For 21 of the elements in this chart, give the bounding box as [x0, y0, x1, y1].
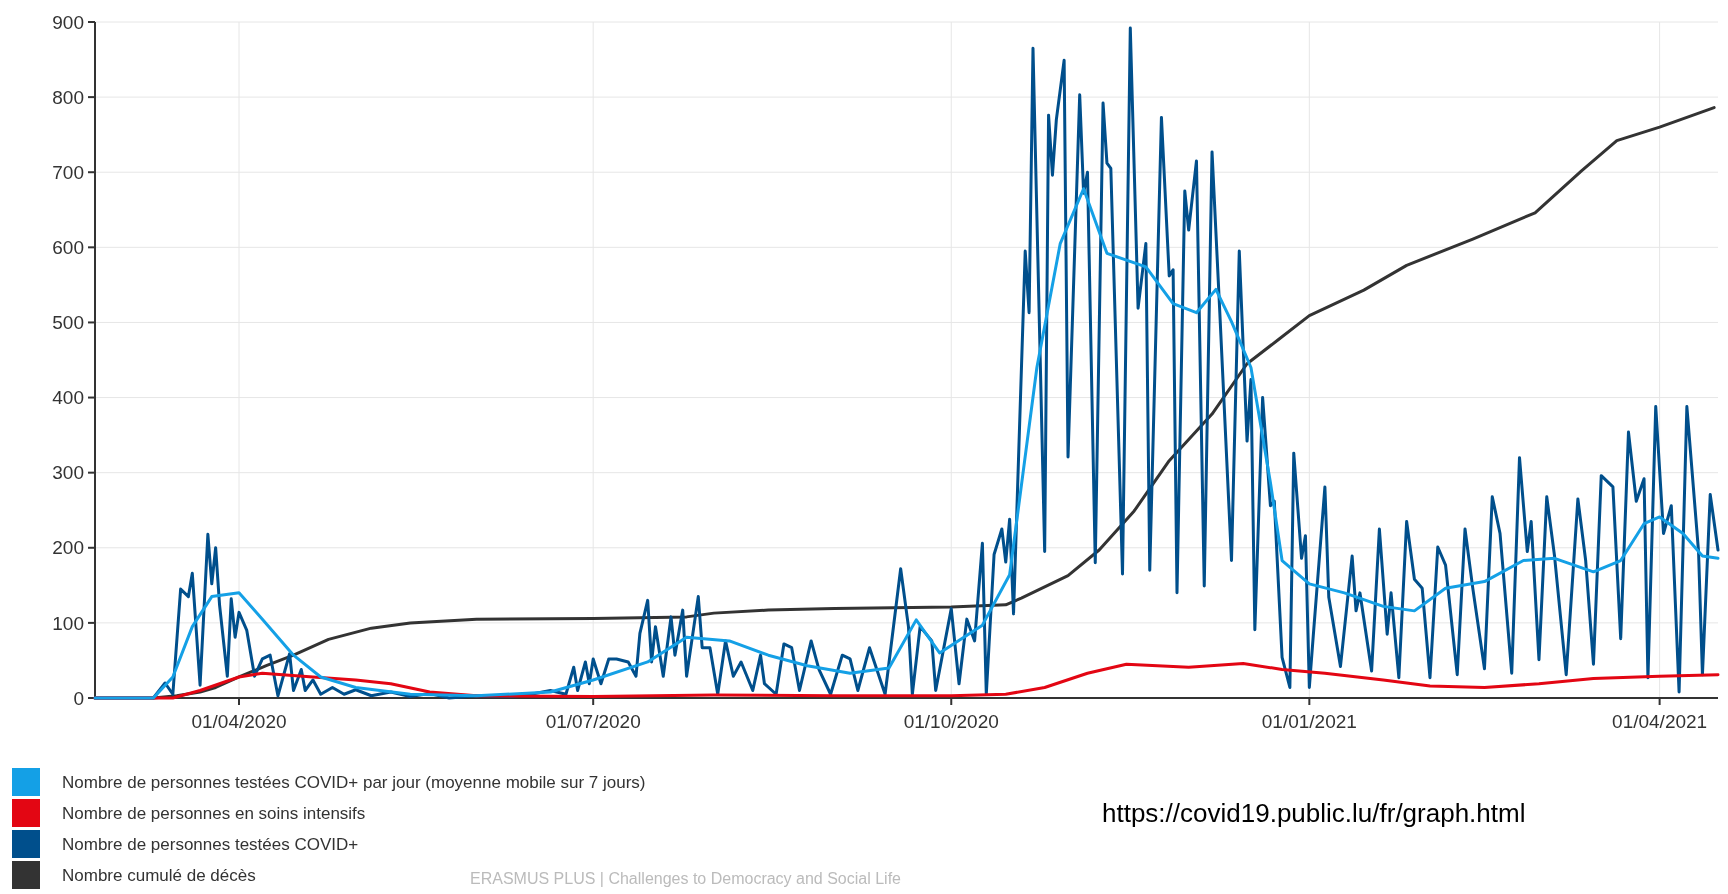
y-tick-label: 500 [52, 312, 84, 334]
y-tick-label: 200 [52, 537, 84, 559]
legend-label: Nombre cumulé de décès [62, 865, 256, 885]
y-tick-label: 400 [52, 387, 84, 409]
x-tick-label: 01/04/2020 [191, 711, 287, 732]
y-tick-label: 600 [52, 236, 84, 258]
x-tick-label: 01/07/2020 [545, 711, 641, 732]
y-tick-label: 800 [52, 86, 84, 108]
legend-label: Nombre de personnes testées COVID+ [62, 834, 359, 854]
x-tick-label: 01/04/2021 [1612, 711, 1708, 732]
legend-label: Nombre de personnes en soins intensifs [62, 803, 366, 823]
y-tick-label: 700 [52, 161, 84, 183]
text: ERASMUS PLUS | Challenges to Democracy and Social Life [470, 870, 902, 887]
x-tick-label: 01/10/2020 [903, 711, 999, 732]
y-tick-label: 100 [52, 612, 84, 634]
y-tick-label: 900 [52, 11, 84, 33]
x-tick-label: 01/01/2021 [1261, 711, 1357, 732]
y-tick-label: 300 [52, 462, 84, 484]
text: https://covid19.public.lu/fr/graph.html [1102, 798, 1526, 829]
legend-label: Nombre de personnes testées COVID+ par jour (moyenne mobile sur 7 jours) [62, 772, 646, 792]
y-tick-label: 0 [73, 687, 84, 709]
